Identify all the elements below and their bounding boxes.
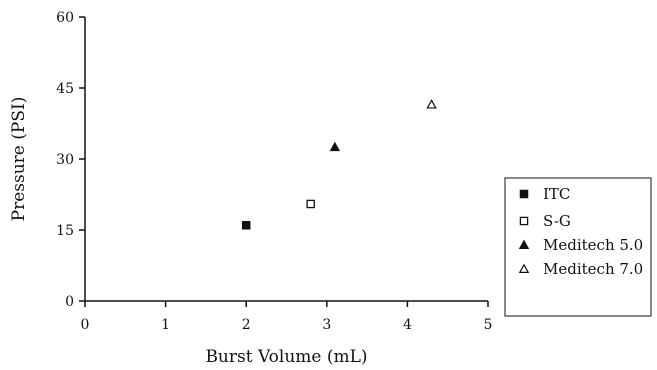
y-tick-label: 60 (56, 10, 74, 26)
x-tick-label: 1 (161, 317, 170, 333)
data-point (329, 141, 341, 152)
legend-label: Meditech 7.0 (543, 260, 643, 278)
legend-label: Meditech 5.0 (543, 236, 643, 254)
y-tick-label: 30 (56, 152, 74, 168)
data-point (426, 99, 437, 109)
y-tick-label: 15 (56, 223, 74, 239)
y-tick-label: 0 (65, 294, 74, 310)
x-tick-label: 3 (322, 317, 331, 333)
legend-marker (518, 239, 530, 249)
x-axis-label: Burst Volume (mL) (205, 347, 367, 367)
y-tick-label: 45 (56, 81, 74, 97)
data-point (241, 221, 251, 230)
y-axis-label: Pressure (PSI) (9, 97, 29, 222)
data-points (241, 99, 437, 230)
legend-marker (518, 263, 530, 273)
x-tick-label: 5 (484, 317, 493, 333)
legend-marker (519, 189, 529, 199)
legend-marker (519, 216, 529, 226)
legend: ITC S-G Meditech 5.0 Meditech 7.0 (504, 177, 652, 317)
legend-label: ITC (543, 185, 570, 203)
x-tick-label: 4 (403, 317, 412, 333)
legend-label: S-G (543, 212, 571, 230)
x-tick-label: 0 (81, 317, 90, 333)
legend-box (504, 177, 652, 317)
x-tick-label: 2 (242, 317, 251, 333)
data-point (306, 199, 315, 209)
